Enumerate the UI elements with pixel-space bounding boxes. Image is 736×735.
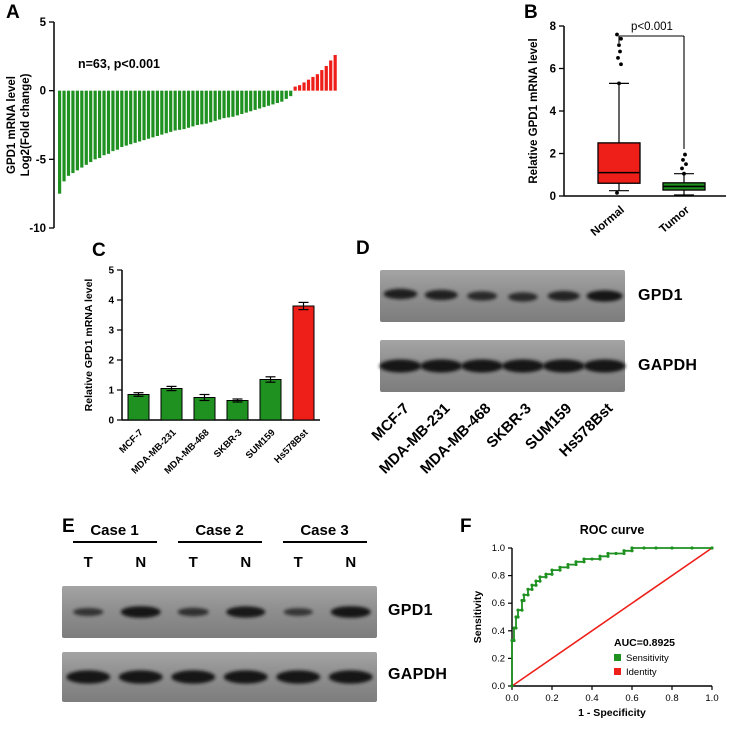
svg-text:0: 0: [108, 416, 114, 427]
svg-text:0.0: 0.0: [492, 681, 505, 692]
svg-text:8: 8: [550, 21, 557, 33]
svg-text:1.0: 1.0: [492, 543, 505, 554]
svg-text:Relative GPD1 mRNA level: Relative GPD1 mRNA level: [83, 279, 95, 412]
case-header: Case 2: [177, 522, 262, 543]
svg-text:0.8: 0.8: [665, 693, 678, 704]
svg-text:0: 0: [550, 191, 556, 203]
svg-text:-10: -10: [29, 223, 46, 235]
panel-a-waterfall-chart: 5 0 -5 -10 GPD1 mRNA level Log2(Fold change) n…: [6, 17, 337, 235]
tn-lane-label: N: [240, 554, 252, 571]
svg-text:0.8: 0.8: [492, 571, 505, 582]
case-header: Case 3: [282, 522, 367, 543]
svg-text:3: 3: [108, 326, 114, 337]
cell-line-lane-labels: MCF-7 MDA-MB-231 MDA-MB-468 SKBR-3 SUM159 Hs5…: [368, 398, 625, 498]
svg-text:AUC=0.8925: AUC=0.8925: [614, 637, 675, 649]
svg-text:0.6: 0.6: [492, 598, 505, 609]
svg-text:5: 5: [108, 266, 114, 277]
svg-text:0.0: 0.0: [505, 693, 518, 704]
svg-text:0.4: 0.4: [585, 693, 598, 704]
gpd1-western-blot-cell-lines: [380, 270, 625, 322]
svg-text:1: 1: [108, 386, 114, 397]
svg-text:n=63, p<0.001: n=63, p<0.001: [78, 57, 160, 71]
svg-text:0.2: 0.2: [545, 693, 558, 704]
svg-text:Normal: Normal: [589, 204, 627, 239]
svg-text:p<0.001: p<0.001: [631, 21, 673, 33]
gpd1-blot-label-cases: GPD1: [388, 602, 433, 619]
panel-d-label: D: [356, 238, 370, 259]
case-headers: Case 1 Case 2 Case 3 T N T N T N: [62, 522, 377, 584]
panel-f-roc-curve: ROC curve 0.0 0.2 0.4 0.6 0.8 1.0 0.0 0.2 0.4 0.6 0…: [472, 523, 719, 719]
case-header: Case 1: [72, 522, 157, 543]
svg-text:GPD1 mRNA level: GPD1 mRNA level: [6, 76, 18, 174]
svg-text:1.0: 1.0: [705, 693, 718, 704]
gapdh-western-blot-cell-lines: [379, 340, 626, 392]
panel-e-label: E: [62, 516, 75, 537]
svg-text:Sensitivity: Sensitivity: [472, 591, 484, 644]
tn-lane-label: N: [345, 554, 357, 571]
svg-text:4: 4: [108, 296, 114, 307]
svg-text:0.6: 0.6: [625, 693, 638, 704]
svg-text:5: 5: [40, 17, 47, 29]
svg-text:2: 2: [108, 356, 114, 367]
svg-text:Tumor: Tumor: [657, 204, 692, 236]
panel-b-box-plot: 0 2 4 6 8 Relative GPD1 mRNA level Normal Tumor…: [528, 21, 726, 239]
svg-text:4: 4: [550, 106, 557, 118]
svg-text:Hs578Bst: Hs578Bst: [272, 427, 311, 466]
svg-text:-5: -5: [36, 154, 47, 166]
svg-text:Sensitivity: Sensitivity: [626, 653, 669, 664]
svg-text:0.2: 0.2: [492, 653, 505, 664]
svg-text:ROC curve: ROC curve: [580, 523, 645, 537]
svg-text:Identity: Identity: [626, 667, 657, 678]
gapdh-blot-label: GAPDH: [638, 357, 698, 374]
svg-text:Relative GPD1 mRNA level: Relative GPD1 mRNA level: [528, 38, 540, 183]
svg-text:Log2(Fold change): Log2(Fold change): [20, 73, 32, 176]
svg-text:6: 6: [550, 64, 556, 76]
gpd1-western-blot-cases: [62, 586, 377, 638]
svg-text:0.4: 0.4: [492, 626, 505, 637]
svg-text:SUM159: SUM159: [244, 427, 278, 461]
svg-text:0: 0: [40, 86, 46, 98]
tn-lane-label: T: [293, 554, 303, 571]
tn-lane-label: N: [135, 554, 147, 571]
panel-a-label: A: [6, 2, 20, 23]
tn-lane-label: T: [83, 554, 93, 571]
tn-lane-label: T: [188, 554, 198, 571]
gpd1-blot-label: GPD1: [638, 287, 683, 304]
gapdh-western-blot-cases: [62, 652, 377, 702]
panel-b-label: B: [524, 2, 538, 23]
svg-text:MCF-7: MCF-7: [117, 427, 145, 455]
gapdh-blot-label-cases: GAPDH: [388, 666, 448, 683]
svg-text:2: 2: [550, 149, 556, 161]
svg-text:1 - Specificity: 1 - Specificity: [578, 707, 646, 719]
panel-c-label: C: [92, 240, 106, 261]
panel-f-label: F: [460, 516, 472, 537]
svg-text:SKBR-3: SKBR-3: [212, 427, 245, 460]
